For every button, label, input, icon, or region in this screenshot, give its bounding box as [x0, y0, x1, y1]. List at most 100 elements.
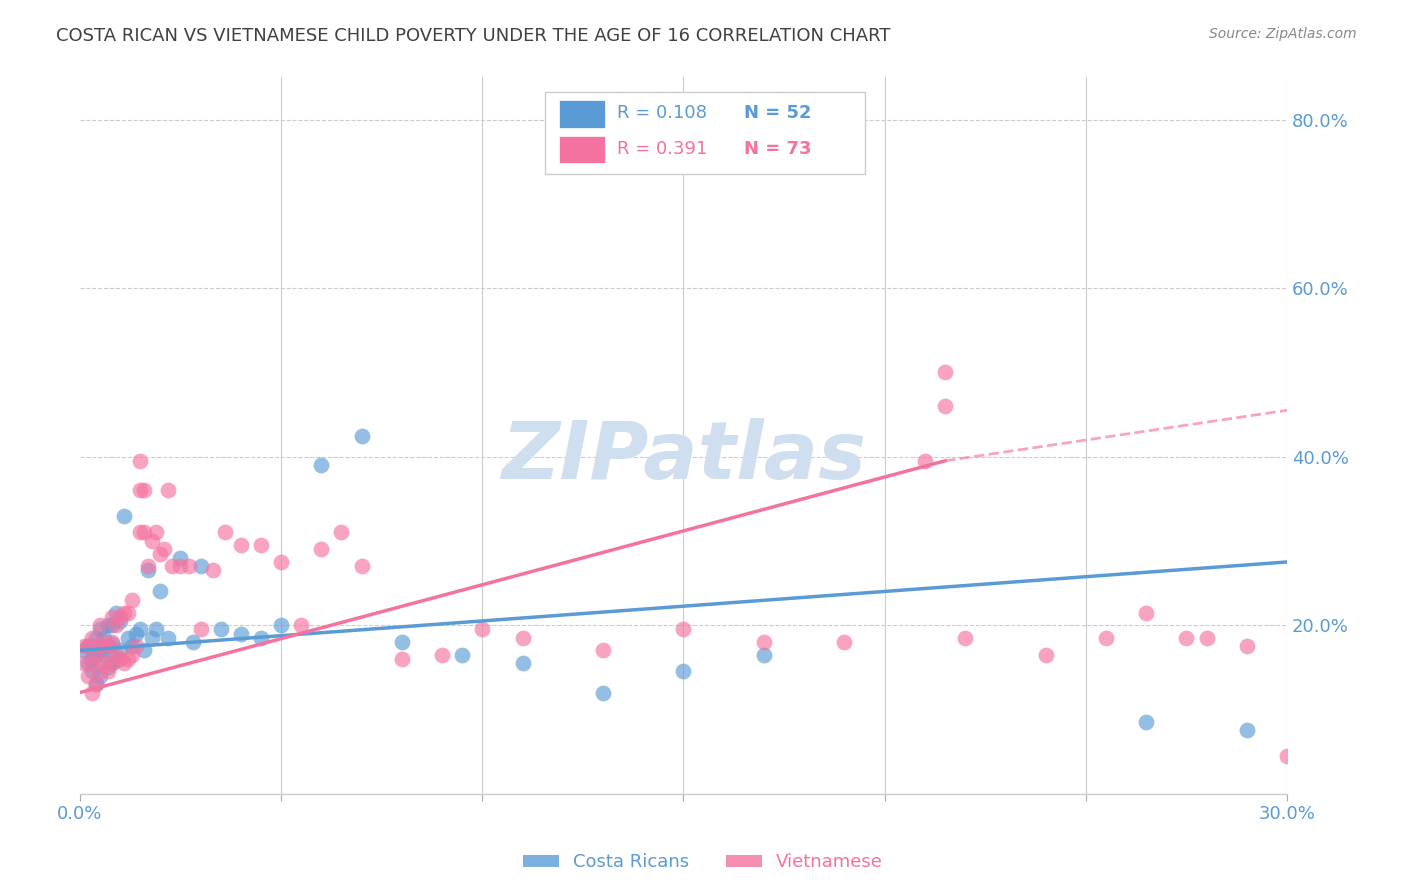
Point [97, 618, 120, 632]
Point [105, 606, 128, 620]
Point [471, 623, 494, 637]
Point [134, 483, 156, 498]
Point [89, 639, 111, 653]
Point [1175, 631, 1198, 645]
Point [125, 626, 148, 640]
Point [80, 665, 103, 679]
Point [84, 648, 107, 662]
Point [93, 643, 115, 657]
Point [169, 550, 191, 565]
Point [1195, 631, 1218, 645]
Point [270, 618, 292, 632]
Point [97, 665, 120, 679]
Point [934, 365, 956, 379]
Point [162, 559, 184, 574]
Point [145, 525, 167, 540]
Point [672, 665, 695, 679]
Point [121, 639, 143, 653]
Point [149, 584, 172, 599]
Text: ZIPatlas: ZIPatlas [501, 418, 866, 496]
Point [105, 652, 128, 666]
Point [129, 525, 152, 540]
Point [97, 660, 120, 674]
Point [145, 623, 167, 637]
Text: N = 52: N = 52 [744, 104, 811, 122]
Point [105, 618, 128, 632]
Text: N = 73: N = 73 [744, 140, 811, 158]
Point [451, 648, 474, 662]
Point [672, 623, 695, 637]
Point [1135, 606, 1157, 620]
Point [141, 631, 163, 645]
Point [214, 525, 236, 540]
Point [101, 609, 124, 624]
FancyBboxPatch shape [544, 92, 865, 174]
Point [89, 665, 111, 679]
Legend: Costa Ricans, Vietnamese: Costa Ricans, Vietnamese [516, 847, 890, 879]
FancyBboxPatch shape [560, 101, 605, 128]
Point [105, 648, 128, 662]
Point [89, 648, 111, 662]
Point [108, 609, 131, 624]
Point [84, 677, 107, 691]
Point [80, 631, 103, 645]
Point [73, 656, 96, 670]
Point [117, 652, 139, 666]
Point [430, 648, 453, 662]
Point [117, 631, 139, 645]
Point [77, 669, 100, 683]
Point [311, 542, 333, 557]
Point [391, 652, 413, 666]
Point [80, 639, 103, 653]
Point [250, 538, 273, 552]
Point [157, 483, 180, 498]
Text: R = 0.108: R = 0.108 [617, 104, 707, 122]
Point [80, 685, 103, 699]
Point [77, 639, 100, 653]
Point [136, 563, 159, 577]
Point [1135, 714, 1157, 729]
Point [84, 631, 107, 645]
Point [512, 631, 534, 645]
Point [97, 639, 120, 653]
Point [101, 618, 124, 632]
Point [73, 643, 96, 657]
Point [330, 525, 353, 540]
Point [84, 648, 107, 662]
Point [129, 454, 152, 468]
Point [934, 399, 956, 413]
Point [141, 533, 163, 548]
Point [512, 656, 534, 670]
Point [752, 648, 775, 662]
Point [101, 637, 124, 651]
Point [89, 623, 111, 637]
Point [311, 458, 333, 472]
Point [1275, 748, 1298, 763]
Point [89, 669, 111, 683]
Point [834, 635, 856, 649]
Point [592, 643, 614, 657]
Point [93, 656, 115, 670]
Point [101, 656, 124, 670]
Point [129, 483, 152, 498]
Point [953, 631, 976, 645]
Point [229, 626, 252, 640]
Point [229, 538, 252, 552]
Point [592, 685, 614, 699]
Text: Source: ZipAtlas.com: Source: ZipAtlas.com [1209, 27, 1357, 41]
Point [1095, 631, 1118, 645]
Point [101, 656, 124, 670]
Point [93, 635, 115, 649]
FancyBboxPatch shape [560, 136, 605, 163]
Point [121, 592, 143, 607]
Point [121, 648, 143, 662]
Point [89, 618, 111, 632]
Point [77, 639, 100, 653]
Point [752, 635, 775, 649]
Point [914, 454, 936, 468]
Point [112, 606, 135, 620]
Point [190, 559, 212, 574]
Text: COSTA RICAN VS VIETNAMESE CHILD POVERTY UNDER THE AGE OF 16 CORRELATION CHART: COSTA RICAN VS VIETNAMESE CHILD POVERTY … [56, 27, 891, 45]
Point [129, 623, 152, 637]
Point [177, 559, 200, 574]
